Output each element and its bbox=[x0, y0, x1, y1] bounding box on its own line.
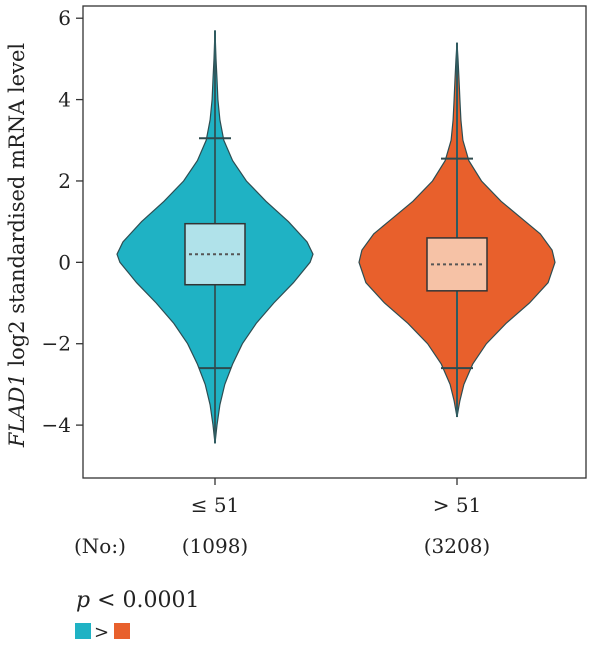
y-axis: 6 4 2 0 −2 −4 bbox=[42, 6, 83, 437]
group-count-label: (1098) bbox=[182, 534, 249, 558]
comparison-left-swatch bbox=[75, 623, 91, 639]
x-tick-label: > 51 bbox=[433, 493, 482, 517]
y-tick-label: 4 bbox=[58, 88, 71, 112]
p-value-label: p < 0.0001 bbox=[76, 588, 200, 613]
p-value-text: < 0.0001 bbox=[90, 588, 199, 613]
violins-layer bbox=[116, 30, 556, 444]
gene-name: FLAD1 bbox=[5, 373, 29, 448]
comparison-right-swatch bbox=[114, 623, 130, 639]
count-row-label: (No:) bbox=[74, 534, 126, 558]
y-tick-label: 6 bbox=[58, 6, 71, 30]
y-tick-label: −4 bbox=[42, 413, 71, 437]
y-tick-label: 0 bbox=[58, 250, 71, 274]
y-axis-title: FLAD1 log2 standardised mRNA level bbox=[5, 43, 29, 449]
y-tick-label: −2 bbox=[42, 332, 71, 356]
comparison-symbol: > bbox=[94, 622, 109, 643]
x-tick-label: ≤ 51 bbox=[191, 493, 240, 517]
plot-area-frame bbox=[82, 5, 587, 479]
p-symbol: p bbox=[76, 588, 90, 613]
y-tick-label: 2 bbox=[58, 169, 71, 193]
y-axis-title-rest: log2 standardised mRNA level bbox=[5, 43, 29, 374]
x-axis: ≤ 51 (1098) > 51 (3208) bbox=[182, 478, 491, 558]
group-count-label: (3208) bbox=[424, 534, 491, 558]
